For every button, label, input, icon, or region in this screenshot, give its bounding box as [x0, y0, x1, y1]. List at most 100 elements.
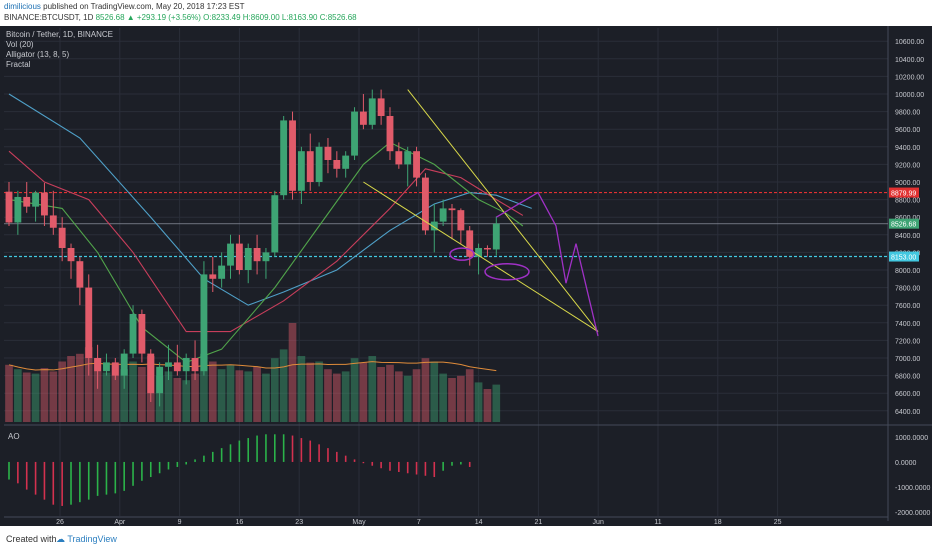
price-tick-label: 8400.00 — [895, 233, 920, 240]
price-tag-label: 8153.00 — [891, 255, 916, 262]
volume-bar — [421, 358, 430, 422]
chart-area[interactable]: AO 10600.00 10400.00 10200.00 10000.00 9800.0… — [0, 26, 932, 526]
candle-body — [23, 196, 31, 207]
candle-body — [492, 223, 500, 250]
volume-bar — [306, 362, 315, 422]
legend-fractal[interactable]: Fractal — [6, 60, 31, 69]
candle — [484, 245, 491, 257]
volume-bar — [129, 361, 137, 422]
volume-bar — [138, 367, 146, 422]
volume-bar — [217, 369, 226, 422]
price-tick-label: 10400.00 — [895, 57, 924, 64]
candle — [351, 107, 358, 160]
volume-bar — [111, 364, 120, 422]
alligator-teeth-line — [8, 150, 524, 333]
volume-bar — [31, 373, 40, 422]
volume-bar — [102, 372, 111, 422]
candle-body — [306, 151, 314, 182]
candle-body — [439, 208, 447, 222]
volume-bar — [377, 367, 385, 422]
date-tick-label: 11 — [654, 519, 661, 526]
tradingview-brand: TradingView — [67, 534, 117, 544]
price-tick-label: 9200.00 — [895, 162, 920, 169]
projection-path — [495, 191, 599, 337]
candle-body — [377, 98, 385, 116]
legend-vol[interactable]: Vol (20) — [6, 40, 34, 49]
candle-body — [111, 362, 119, 376]
ao-tick-label: 1000.0000 — [895, 435, 928, 442]
date-tick-label: 21 — [535, 519, 543, 526]
volume-bar — [58, 361, 66, 422]
candle-body — [297, 151, 305, 191]
volume-bar — [200, 353, 208, 422]
symbol-label: BINANCE:BTCUSDT, 1D — [4, 13, 94, 22]
tradingview-logo[interactable]: ☁ TradingView — [56, 534, 117, 544]
candle-body — [32, 192, 40, 207]
date-tick-label: 16 — [236, 519, 244, 526]
candle — [413, 146, 420, 187]
price-tag — [889, 218, 919, 229]
volume-bar — [5, 364, 13, 422]
candle — [85, 274, 93, 376]
legend-alligator[interactable]: Alligator (13, 8, 5) — [6, 50, 70, 59]
candle-body — [475, 248, 483, 257]
price-tick-label: 8800.00 — [895, 198, 920, 205]
candle — [23, 182, 31, 213]
volume-bar — [288, 323, 297, 422]
candle-body — [191, 358, 199, 372]
volume-bar — [483, 389, 492, 422]
price-chart[interactable]: AO 10600.00 10400.00 10200.00 10000.00 9800.0… — [0, 26, 932, 526]
volume-bar — [244, 371, 253, 422]
volume-bar — [14, 369, 22, 422]
candle-body — [421, 177, 429, 231]
price-tick-label: 6800.00 — [895, 374, 920, 381]
price-tick-label: 9800.00 — [895, 110, 920, 117]
volume-bar — [164, 371, 173, 422]
ao-tick-label: -2000.0000 — [895, 510, 931, 517]
candle-body — [94, 358, 102, 372]
candle-body — [359, 111, 367, 125]
price-tag — [889, 187, 919, 198]
volume-bar — [297, 356, 306, 422]
footer: Created with ☁ TradingView — [0, 530, 932, 550]
candle-body — [368, 98, 376, 125]
date-tick-label: May — [352, 519, 366, 526]
date-tick-label: 25 — [774, 519, 782, 526]
publish-info: published on TradingView.com, May 20, 20… — [43, 2, 245, 11]
created-with-label: Created with — [6, 534, 57, 544]
volume-bar — [226, 364, 235, 422]
volume-bar — [465, 369, 474, 422]
candle — [280, 116, 288, 200]
candle-body — [200, 274, 208, 372]
price-tick-label: 9600.00 — [895, 127, 920, 134]
volume-bar — [412, 369, 421, 422]
candle — [32, 190, 40, 222]
volume-bar — [93, 358, 102, 422]
candle-body — [209, 274, 217, 279]
candle-body — [430, 221, 438, 231]
candle — [200, 261, 208, 376]
volume-bar — [67, 356, 75, 422]
candle-body — [14, 196, 22, 223]
price-tick-label: 8000.00 — [895, 268, 920, 275]
candle-body — [253, 248, 261, 262]
volume-ma-line — [8, 361, 497, 372]
volume-bar — [173, 378, 182, 422]
candle-body — [262, 252, 270, 262]
volume-bar — [315, 361, 323, 422]
candle — [58, 217, 66, 262]
volume-bar — [76, 353, 84, 422]
volume-bar — [22, 372, 31, 422]
volume-bar — [40, 368, 49, 422]
candle — [439, 199, 447, 226]
candle — [386, 107, 394, 160]
candle-body — [466, 230, 474, 257]
candle-body — [67, 248, 75, 262]
candle-body — [395, 151, 403, 165]
candle — [421, 173, 429, 235]
author-link[interactable]: dimilicious — [4, 2, 41, 11]
candle — [41, 182, 48, 226]
volume-bar — [350, 358, 359, 422]
candle — [315, 142, 323, 187]
price-tick-label: 10600.00 — [895, 39, 924, 46]
